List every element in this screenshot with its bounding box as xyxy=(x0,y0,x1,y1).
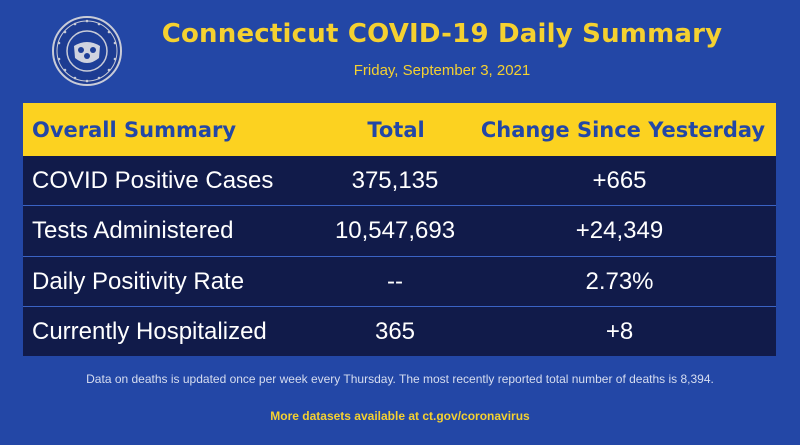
summary-table: Overall Summary Total Change Since Yeste… xyxy=(23,103,776,356)
row-divider xyxy=(23,256,776,257)
table-row: Daily Positivity Rate -- 2.73% xyxy=(23,257,776,306)
more-datasets-link[interactable]: More datasets available at ct.gov/corona… xyxy=(270,409,530,423)
row-total: -- xyxy=(387,267,403,295)
row-total: 10,547,693 xyxy=(334,217,456,244)
row-divider xyxy=(23,205,776,206)
row-change: +24,349 xyxy=(575,217,664,244)
row-divider xyxy=(23,306,776,307)
table-row: Currently Hospitalized 365 +8 xyxy=(23,307,776,356)
table-row: COVID Positive Cases 375,135 +665 xyxy=(23,156,776,205)
report-date-text: Friday, September 3, 2021 xyxy=(353,62,531,79)
row-label: Daily Positivity Rate xyxy=(32,267,245,295)
table-row: Tests Administered 10,547,693 +24,349 xyxy=(23,206,776,256)
row-change: +8 xyxy=(605,317,634,345)
row-label: Tests Administered xyxy=(32,217,234,244)
column-header-total: Total xyxy=(367,117,425,142)
row-total: 365 xyxy=(374,317,416,345)
deaths-note: Data on deaths is updated once per week … xyxy=(86,372,714,386)
seal-icon xyxy=(52,16,122,86)
row-label: Currently Hospitalized xyxy=(32,317,267,345)
report-date: Friday, September 3, 2021 xyxy=(0,62,800,79)
table-header-row: Overall Summary Total Change Since Yeste… xyxy=(23,103,776,156)
page-title-text: Connecticut COVID-19 Daily Summary xyxy=(161,19,723,49)
column-header-overall-summary: Overall Summary xyxy=(32,117,237,142)
column-header-change: Change Since Yesterday xyxy=(480,117,766,142)
row-total: 375,135 xyxy=(351,166,439,194)
page-title: Connecticut COVID-19 Daily Summary xyxy=(0,19,800,49)
row-label: COVID Positive Cases xyxy=(32,166,274,194)
row-change: +665 xyxy=(592,166,647,194)
row-change: 2.73% xyxy=(585,267,654,295)
